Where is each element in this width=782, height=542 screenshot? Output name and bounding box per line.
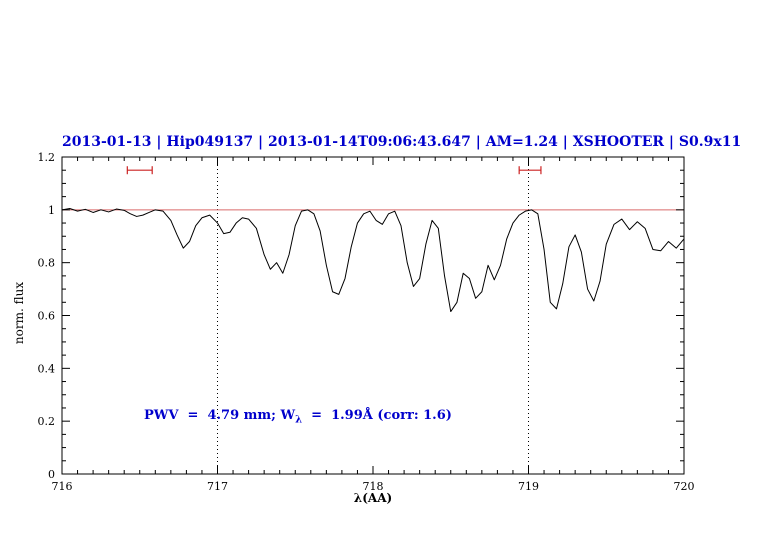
pwv-annotation-prefix: PWV = 4.79 mm; W bbox=[144, 408, 296, 423]
svg-text:1.2: 1.2 bbox=[38, 151, 56, 164]
axes-and-ticks bbox=[61, 156, 685, 475]
svg-text:0.2: 0.2 bbox=[38, 415, 56, 428]
svg-text:0: 0 bbox=[48, 468, 55, 481]
tick-labels: 716 717 718 719 720 0 0.2 0.4 0.6 0.8 1 1.2 bbox=[38, 151, 695, 493]
svg-text:0.8: 0.8 bbox=[38, 257, 56, 270]
pwv-annotation-lambda-sub: λ bbox=[295, 414, 303, 426]
svg-text:716: 716 bbox=[52, 480, 73, 493]
pwv-annotation: PWV = 4.79 mm; Wλ = 1.99Å (corr: 1.6) bbox=[144, 408, 452, 426]
spectrum-line bbox=[61, 208, 685, 313]
svg-text:719: 719 bbox=[518, 480, 539, 493]
svg-text:720: 720 bbox=[674, 480, 695, 493]
svg-text:718: 718 bbox=[363, 480, 384, 493]
x-axis-label: λ(AA) bbox=[353, 491, 393, 505]
svg-text:0.4: 0.4 bbox=[38, 362, 56, 375]
dotted-gridlines bbox=[217, 157, 529, 474]
svg-text:1: 1 bbox=[48, 204, 55, 217]
svg-text:717: 717 bbox=[207, 480, 228, 493]
range-markers bbox=[126, 166, 542, 175]
svg-text:0.6: 0.6 bbox=[38, 310, 56, 323]
pwv-annotation-suffix: = 1.99Å (corr: 1.6) bbox=[302, 408, 452, 423]
